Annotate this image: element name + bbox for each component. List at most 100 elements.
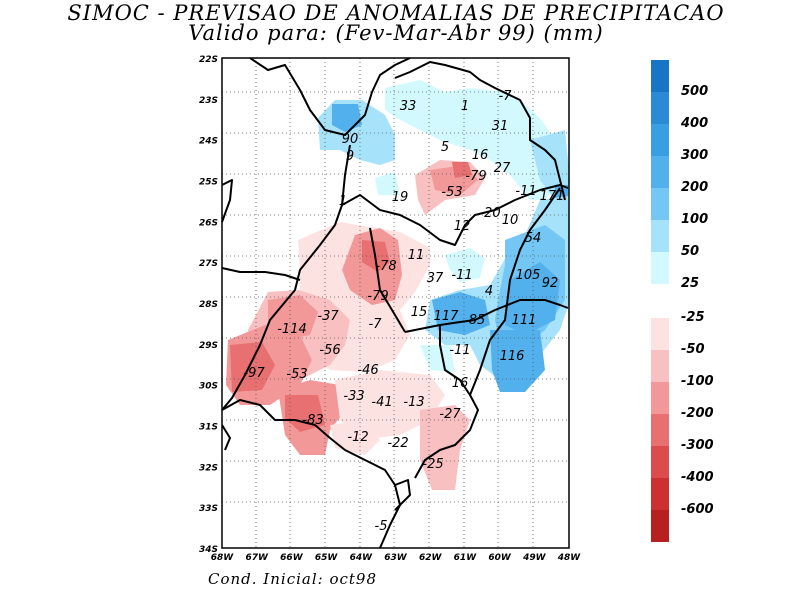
anomaly-value-label: -53 xyxy=(286,367,307,382)
anomaly-value-label: 105 xyxy=(516,268,541,283)
anomaly-value-label: -53 xyxy=(441,185,462,200)
anomaly-value-label: -56 xyxy=(319,343,340,358)
anomaly-value-label: -7 xyxy=(369,317,383,332)
colorbar-label: 300 xyxy=(681,148,709,163)
initial-condition-label: Cond. Inicial: oct98 xyxy=(208,570,377,588)
y-tick-label: 31S xyxy=(199,423,218,433)
anomaly-value-label: -97 xyxy=(243,366,265,381)
anomaly-value-label: 116 xyxy=(500,349,525,364)
anomaly-value-label: 85 xyxy=(469,313,486,328)
anomaly-value-label: 37 xyxy=(427,271,444,286)
anomaly-value-label: 15 xyxy=(411,305,428,320)
anomaly-value-label: 11 xyxy=(408,248,425,263)
colorbar-swatch xyxy=(651,252,669,284)
map-title: SIMOC - PREVISAO DE ANOMALIAS DE PRECIPI… xyxy=(67,1,725,25)
x-tick-label: 68W xyxy=(211,553,235,563)
y-tick-label: 23S xyxy=(199,96,218,106)
anomaly-value-label: -46 xyxy=(357,363,378,378)
y-tick-label: 25S xyxy=(199,178,218,188)
y-axis-ticks: 22S 23S 24S 25S 26S 27S 28S 29S 30S 31S 32S 33S 34S xyxy=(199,55,218,555)
anomaly-value-label: -11 xyxy=(449,343,470,358)
anomaly-value-label: -79 xyxy=(367,289,388,304)
x-tick-label: 65W xyxy=(315,553,339,563)
anomaly-value-label: 171 xyxy=(540,189,565,204)
colorbar-label: -100 xyxy=(681,374,714,389)
colorbar-label: 500 xyxy=(681,84,709,99)
colorbar-label: -25 xyxy=(681,310,705,325)
colorbar-label: -50 xyxy=(681,342,705,357)
anomaly-value-label: -114 xyxy=(277,322,307,337)
colorbar-swatch xyxy=(651,318,669,350)
colorbar-swatch xyxy=(651,382,669,414)
anomaly-value-label: -5 xyxy=(375,519,388,534)
x-tick-label: 49W xyxy=(522,553,547,563)
anomaly-value-label: -78 xyxy=(375,259,396,274)
colorbar-label: -200 xyxy=(681,406,714,421)
y-tick-label: 27S xyxy=(199,259,218,269)
colorbar-label: 100 xyxy=(681,212,709,227)
negative-anomaly-areas xyxy=(226,160,485,490)
anomaly-value-label: 4 xyxy=(485,284,493,299)
anomaly-value-label: 16 xyxy=(452,376,469,391)
colorbar-label: 400 xyxy=(681,116,709,131)
anomaly-value-label: 10 xyxy=(502,213,519,228)
anomaly-value-label: -25 xyxy=(422,457,443,472)
x-axis-ticks: 68W 67W 66W 65W 64W 63W 62W 61W 60W 49W 48W xyxy=(211,553,582,563)
y-tick-label: 33S xyxy=(199,504,218,514)
anomaly-value-label: -27 xyxy=(439,407,461,422)
colorbar-label: 50 xyxy=(681,244,700,259)
anomaly-value-label: -79 xyxy=(465,169,486,184)
boundaries xyxy=(221,57,569,549)
colorbar-swatch xyxy=(651,92,669,124)
anomaly-value-label: 16 xyxy=(472,148,489,163)
anomaly-value-label: 19 xyxy=(392,190,409,205)
anomaly-value-label: -12 xyxy=(347,430,368,445)
anomaly-value-label: -11 xyxy=(515,184,536,199)
anomaly-value-label: -13 xyxy=(403,395,424,410)
y-tick-label: 29S xyxy=(199,341,218,351)
anomaly-value-label: 33 xyxy=(400,99,417,114)
anomaly-value-label: -22 xyxy=(387,436,408,451)
colorbar-swatch xyxy=(651,414,669,446)
map-subtitle: Valido para: (Fev-Mar-Abr 99) (mm) xyxy=(188,21,604,45)
x-tick-label: 67W xyxy=(245,553,269,563)
x-tick-label: 63W xyxy=(384,553,408,563)
x-tick-label: 60W xyxy=(488,553,512,563)
anomaly-value-label: -37 xyxy=(317,309,339,324)
y-tick-label: 30S xyxy=(199,382,218,392)
anomaly-value-label: 5 xyxy=(441,140,449,155)
x-tick-label: 66W xyxy=(280,553,304,563)
x-tick-label: 48W xyxy=(557,553,582,563)
anomaly-value-label: 31 xyxy=(492,119,509,134)
colorbar-swatch xyxy=(651,350,669,382)
anomaly-value-label: -7 xyxy=(499,89,513,104)
x-tick-label: 61W xyxy=(454,553,478,563)
y-tick-label: 28S xyxy=(199,300,218,310)
anomaly-value-label: 12 xyxy=(454,219,471,234)
y-tick-label: 34S xyxy=(199,545,218,555)
gridlines xyxy=(222,58,569,548)
colorbar-swatch xyxy=(651,124,669,156)
colorbar-swatch xyxy=(651,188,669,220)
y-tick-label: 32S xyxy=(199,463,218,473)
colorbar-label: -600 xyxy=(681,502,714,517)
colorbar-swatch xyxy=(651,510,669,542)
anomaly-value-label: 111 xyxy=(512,313,537,328)
anomaly-value-label: 1 xyxy=(461,99,469,114)
colorbar-swatch xyxy=(651,446,669,478)
x-tick-label: 64W xyxy=(350,553,374,563)
anomaly-value-label: 27 xyxy=(494,161,511,176)
colorbar-swatch xyxy=(651,60,669,92)
colorbar-swatch xyxy=(651,220,669,252)
anomaly-value-label: 1 xyxy=(339,194,347,209)
anomaly-value-label: -83 xyxy=(302,413,323,428)
anomaly-value-label: -11 xyxy=(451,268,472,283)
y-tick-label: 22S xyxy=(199,55,218,65)
colorbar-label: 25 xyxy=(681,276,700,291)
map-frame xyxy=(221,57,570,549)
colorbar-swatch xyxy=(651,156,669,188)
x-tick-label: 62W xyxy=(419,553,443,563)
anomaly-value-label: 54 xyxy=(525,231,542,246)
